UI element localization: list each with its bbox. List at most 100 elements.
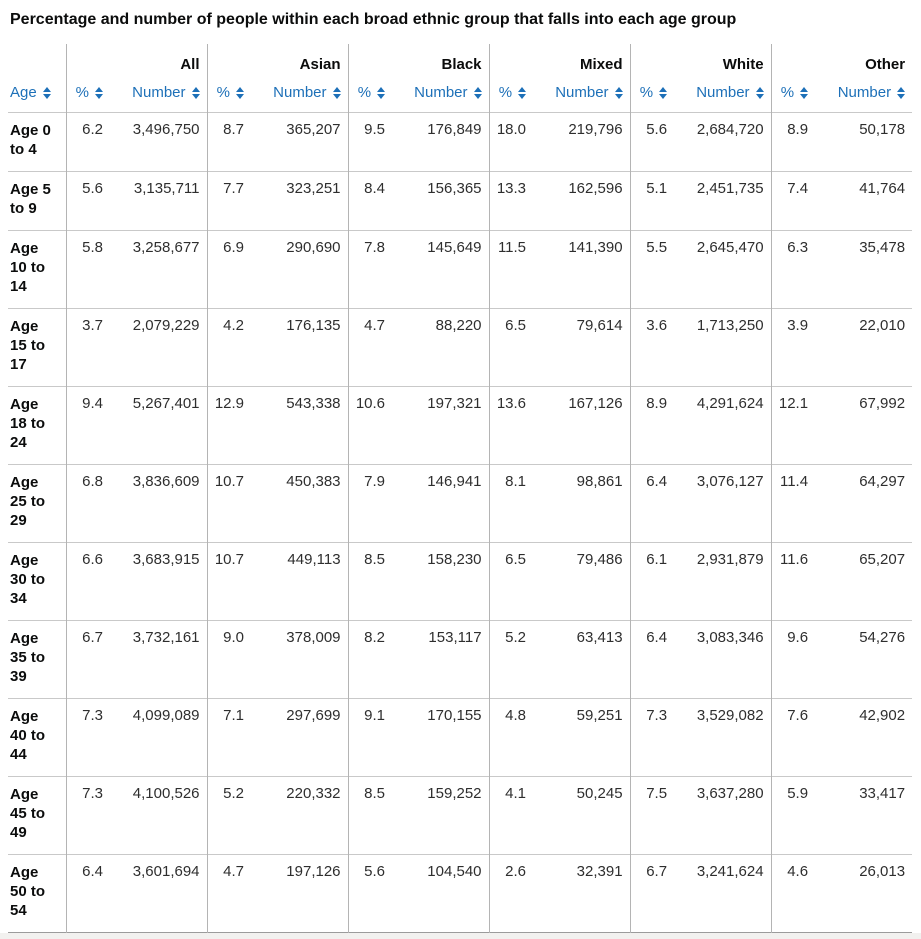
table-row: Age 10 to 14 5.8 3,258,677 6.9 290,690 7.8 145… (8, 230, 913, 309)
percent-cell: 18.0 (488, 112, 534, 172)
number-cell: 5,267,401 (132, 395, 200, 412)
number-cell: 88,220 (435, 317, 482, 334)
number-cell: 22,010 (859, 317, 906, 334)
number-cell: 79,486 (576, 551, 623, 568)
sort-button-percent-other-label: % (780, 84, 795, 101)
number-cell: 290,690 (286, 239, 341, 256)
percent-cell: 7.1 (206, 698, 252, 777)
group-header-row: All Asian Black Mixed White Other (8, 44, 913, 80)
sort-button-age[interactable]: Age (10, 84, 51, 102)
percent-cell: 7.7 (206, 171, 252, 231)
number-cell: 450,383 (286, 473, 341, 490)
percent-cell: 13.3 (488, 171, 534, 231)
percent-cell: 6.7 (629, 854, 675, 933)
percent-cell: 4.7 (206, 854, 252, 933)
sort-button-percent-mixed[interactable]: % (498, 84, 527, 102)
number-cell: 65,207 (859, 551, 906, 568)
percent-cell: 8.9 (629, 386, 675, 465)
percent-cell: 5.6 (65, 171, 110, 231)
percent-cell: 7.5 (629, 776, 675, 855)
sort-arrows-icon (42, 87, 51, 99)
sort-button-number-asian[interactable]: Number (273, 84, 341, 102)
percent-cell: 6.7 (65, 620, 110, 699)
age-group-cell: Age 18 to 24 (10, 396, 46, 451)
number-cell: 2,645,470 (696, 239, 764, 256)
table-row: Age 18 to 24 9.4 5,267,401 12.9 543,338 10.6 1… (8, 386, 913, 465)
percent-cell: 5.2 (488, 620, 534, 699)
number-cell: 2,684,720 (696, 121, 764, 138)
percent-cell: 8.2 (347, 620, 393, 699)
number-cell: 104,540 (427, 863, 482, 880)
sort-button-number-other[interactable]: Number (837, 84, 906, 102)
percent-column-header-asian: % (206, 80, 252, 113)
percent-cell: 5.8 (65, 230, 110, 309)
number-cell: 153,117 (428, 629, 482, 646)
number-cell: 219,796 (568, 121, 623, 138)
number-cell: 54,276 (859, 629, 906, 646)
sort-button-number-white[interactable]: Number (696, 84, 764, 102)
percent-cell: 6.2 (65, 112, 110, 172)
sort-button-number-black[interactable]: Number (414, 84, 482, 102)
sort-button-number-all[interactable]: Number (132, 84, 200, 102)
group-header-mixed: Mixed (488, 44, 631, 80)
percent-cell: 8.9 (770, 112, 816, 172)
number-cell: 170,155 (427, 707, 482, 724)
percent-cell: 7.3 (65, 776, 110, 855)
percent-cell: 4.7 (347, 308, 393, 387)
sort-button-percent-mixed-label: % (498, 84, 513, 101)
number-cell: 3,637,280 (696, 785, 764, 802)
percent-cell: 7.3 (629, 698, 675, 777)
number-cell: 3,241,624 (696, 863, 764, 880)
percent-cell: 9.1 (347, 698, 393, 777)
percent-cell: 6.9 (206, 230, 252, 309)
age-group-cell: Age 5 to 9 (10, 181, 51, 217)
percent-cell: 7.8 (347, 230, 393, 309)
sort-button-number-mixed-label: Number (555, 84, 609, 101)
number-cell: 35,478 (859, 239, 906, 256)
corner-cell (8, 44, 66, 80)
sort-button-percent-white[interactable]: % (640, 84, 668, 102)
group-header-other: Other (770, 44, 913, 80)
percent-cell: 6.6 (65, 542, 110, 621)
percent-cell: 6.4 (65, 854, 110, 933)
sort-button-percent-all[interactable]: % (76, 84, 103, 102)
sort-arrows-icon (659, 87, 668, 99)
number-cell: 543,338 (286, 395, 341, 412)
number-cell: 323,251 (286, 180, 341, 197)
sort-arrows-icon (800, 87, 809, 99)
group-header-asian: Asian (206, 44, 349, 80)
age-group-cell: Age 15 to 17 (10, 318, 46, 373)
sort-button-percent-other[interactable]: % (780, 84, 809, 102)
number-cell: 156,365 (427, 180, 482, 197)
sort-button-percent-asian[interactable]: % (217, 84, 245, 102)
page-bottom-strip (0, 933, 921, 939)
sort-button-number-mixed[interactable]: Number (555, 84, 623, 102)
percent-cell: 7.3 (65, 698, 110, 777)
number-column-header-all: Number (110, 80, 207, 113)
number-cell: 3,683,915 (132, 551, 200, 568)
number-cell: 3,083,346 (696, 629, 764, 646)
number-cell: 141,390 (568, 239, 623, 256)
percent-column-header-black: % (347, 80, 393, 113)
table-row: Age 0 to 4 6.2 3,496,750 8.7 365,207 9.5 176,8… (8, 112, 913, 172)
sort-button-percent-black[interactable]: % (358, 84, 386, 102)
sort-button-number-all-label: Number (132, 84, 186, 101)
age-group-cell: Age 25 to 29 (10, 474, 46, 529)
sort-arrows-icon (755, 87, 764, 99)
number-cell: 197,321 (427, 395, 482, 412)
number-cell: 197,126 (286, 863, 341, 880)
percent-cell: 9.0 (206, 620, 252, 699)
percent-cell: 11.6 (770, 542, 816, 621)
percent-cell: 6.4 (629, 464, 675, 543)
number-cell: 176,849 (427, 121, 482, 138)
table-row: Age 25 to 29 6.8 3,836,609 10.7 450,383 7.9 14… (8, 464, 913, 543)
number-cell: 158,230 (427, 551, 482, 568)
percent-cell: 2.6 (488, 854, 534, 933)
percent-cell: 3.9 (770, 308, 816, 387)
number-cell: 378,009 (286, 629, 341, 646)
number-cell: 3,135,711 (133, 180, 200, 197)
number-cell: 3,258,677 (132, 239, 200, 256)
sort-button-number-other-label: Number (837, 84, 892, 101)
number-column-header-black: Number (392, 80, 489, 113)
percent-cell: 6.8 (65, 464, 110, 543)
